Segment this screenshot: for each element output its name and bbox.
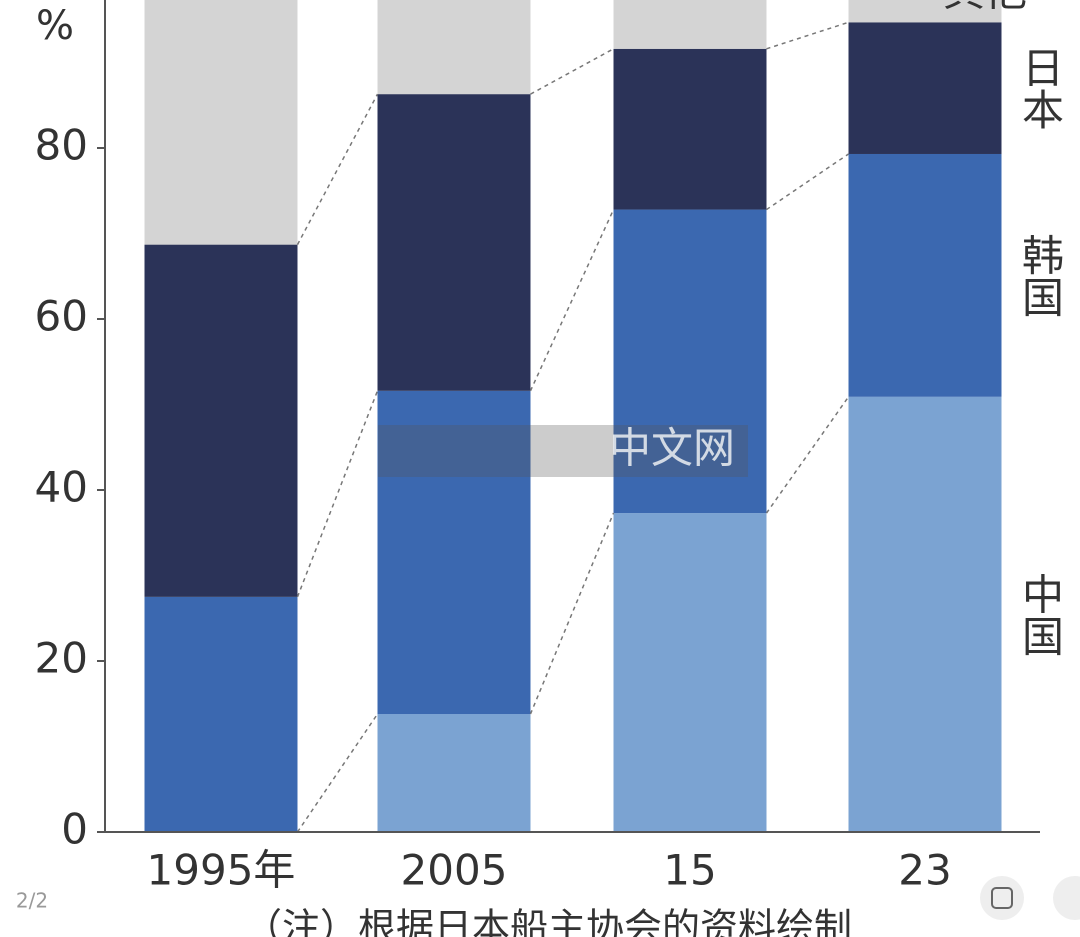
bar-segment [377, 94, 531, 391]
x-tick-label: 2005 [401, 846, 508, 895]
y-tick-label: 80 [35, 121, 88, 170]
connector [765, 396, 850, 514]
note: （注）根据日本船主协会的资料绘制 [244, 906, 852, 937]
connector [529, 512, 615, 715]
bar-segment [613, 48, 767, 210]
bar-segment [848, 396, 1002, 832]
scan-button[interactable] [980, 876, 1024, 920]
legend-label: 韩国 [1016, 233, 1065, 317]
bar-segment [613, 0, 767, 49]
scan-icon[interactable] [991, 887, 1013, 909]
y-tick-label: 0 [61, 805, 88, 854]
y-axis-label: % [36, 3, 74, 49]
bar-segment [848, 0, 1002, 23]
download-button[interactable] [1053, 876, 1080, 920]
bar-segment [613, 513, 767, 832]
x-tick-label: 23 [898, 846, 951, 895]
bar-segment [144, 244, 298, 597]
watermark: 中文网 [378, 424, 748, 477]
connector [296, 713, 379, 833]
plot-area: 0 20 40 60 80 1995年 2005 15 23 中国 韩国 日本 其他 [35, 0, 1065, 895]
connector [530, 48, 614, 95]
connector [529, 209, 615, 392]
legend-label: 其他 [943, 0, 1027, 16]
watermark-text: 中文网 [609, 424, 735, 473]
bar-segment [613, 209, 767, 514]
y-tick-label: 60 [35, 292, 88, 341]
page-indicator: 2/2 [16, 889, 48, 913]
connector [296, 390, 379, 598]
connector [296, 93, 379, 245]
y-tick-label: 40 [35, 463, 88, 512]
legend-label: 中国 [1016, 572, 1065, 656]
bar-segment [144, 596, 298, 832]
connector [766, 153, 849, 211]
y-tick-label: 20 [35, 634, 88, 683]
legend-label: 日本 [1016, 46, 1065, 130]
bar-segment [377, 714, 531, 832]
x-tick-label: 1995年 [147, 846, 296, 895]
watermark-bg [378, 425, 748, 477]
x-tick-label: 15 [663, 846, 716, 895]
connector [766, 21, 849, 50]
bar-segment [377, 0, 531, 95]
bar-segment [848, 22, 1002, 154]
bar-segment [144, 0, 298, 245]
bar-segment [377, 390, 531, 715]
bar-segment [848, 153, 1002, 397]
